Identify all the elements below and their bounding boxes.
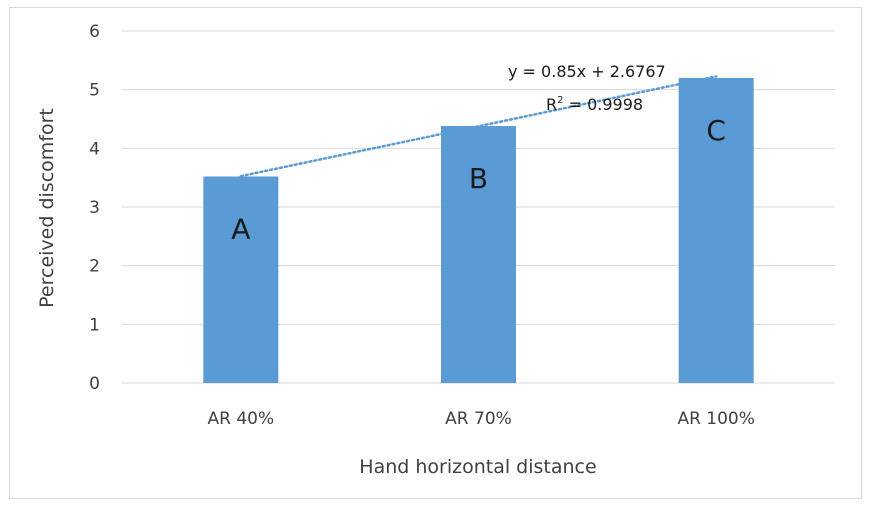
bar-letter-label: C xyxy=(706,114,726,147)
x-tick-label: AR 100% xyxy=(677,409,754,429)
y-axis-title: Perceived discomfort xyxy=(36,108,58,308)
y-tick-labels: 0 1 2 3 4 5 6 xyxy=(89,22,100,394)
bar xyxy=(678,77,754,383)
bar-letter-label: A xyxy=(231,212,250,245)
x-tick-label: AR 70% xyxy=(445,409,512,429)
y-tick-label: 1 xyxy=(89,315,100,335)
y-tick-label: 2 xyxy=(89,257,100,277)
bar xyxy=(203,176,279,383)
y-tick-label: 3 xyxy=(89,198,100,218)
x-tick-label: AR 40% xyxy=(208,409,275,429)
bar xyxy=(441,126,516,383)
x-tick-labels: AR 40% AR 70% AR 100% xyxy=(208,409,755,429)
trendline-equation: y = 0.85x + 2.6767 xyxy=(508,62,666,81)
trendline-group xyxy=(239,75,718,178)
y-tick-label: 4 xyxy=(89,139,100,159)
bar-letter-label: B xyxy=(469,162,488,195)
bars: A B C xyxy=(203,77,754,383)
trendline xyxy=(239,75,718,178)
trendline-r-squared: R2 = 0.9998 xyxy=(546,95,643,114)
y-tick-label: 0 xyxy=(89,374,100,394)
y-tick-label: 6 xyxy=(89,22,100,42)
x-axis-title: Hand horizontal distance xyxy=(359,456,596,478)
y-tick-label: 5 xyxy=(89,81,100,101)
